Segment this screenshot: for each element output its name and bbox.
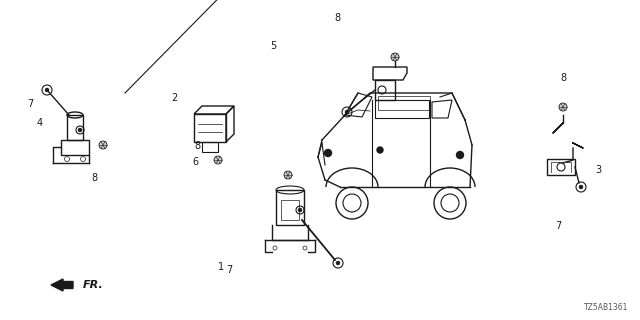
Circle shape (81, 156, 86, 162)
Circle shape (579, 185, 583, 189)
Circle shape (78, 128, 82, 132)
Text: 8: 8 (560, 73, 566, 84)
Circle shape (377, 147, 383, 153)
Text: TZ5AB1361: TZ5AB1361 (584, 303, 628, 312)
Circle shape (456, 151, 463, 158)
Circle shape (99, 141, 107, 149)
FancyArrow shape (51, 279, 73, 291)
Text: 8: 8 (335, 12, 341, 23)
Text: 6: 6 (192, 156, 198, 167)
Circle shape (391, 53, 399, 61)
Bar (281, 200, 299, 220)
Circle shape (298, 208, 302, 212)
Circle shape (273, 246, 277, 250)
Circle shape (65, 156, 70, 162)
Bar (202, 142, 218, 152)
Text: 5: 5 (270, 41, 276, 52)
Text: 7: 7 (226, 265, 232, 276)
Circle shape (324, 149, 332, 156)
Text: 7: 7 (28, 99, 34, 109)
Bar (375, 80, 395, 100)
Bar (378, 96, 430, 110)
Circle shape (303, 246, 307, 250)
Bar (276, 190, 304, 225)
Bar (547, 159, 575, 175)
Circle shape (214, 156, 222, 164)
Circle shape (336, 261, 340, 265)
Text: 1: 1 (218, 262, 224, 272)
Text: 3: 3 (595, 164, 602, 175)
Text: 7: 7 (556, 220, 562, 231)
Circle shape (45, 88, 49, 92)
Circle shape (284, 171, 292, 179)
Text: FR.: FR. (83, 280, 104, 290)
Bar (194, 114, 226, 142)
Text: 8: 8 (92, 172, 98, 183)
Text: 2: 2 (171, 92, 177, 103)
Text: 4: 4 (36, 118, 43, 128)
Circle shape (345, 110, 349, 114)
Text: 8: 8 (194, 140, 200, 151)
Circle shape (559, 103, 567, 111)
